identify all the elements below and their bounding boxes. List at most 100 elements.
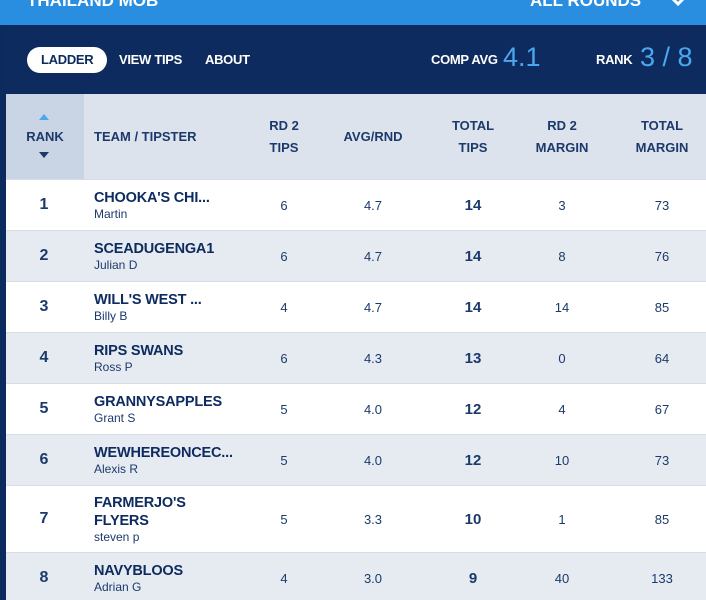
table-body: 1 CHOOKA'S CHI... Martin 6 4.7 14 3 73 2 SCEADUGE…: [6, 179, 706, 600]
rd-tips: 6: [280, 197, 288, 213]
total-tips: 10: [464, 510, 482, 528]
rank: 7: [39, 510, 49, 527]
rd-margin: 3: [558, 197, 566, 213]
rd-tips: 6: [280, 350, 288, 366]
column-header: TOTAL MARGIN: [632, 94, 692, 179]
top-bar: THAILAND MOB ALL ROUNDS: [0, 0, 706, 25]
team-cell: FARMERJO'S FLYERS steven p: [94, 486, 236, 552]
team-name: NAVYBLOOS: [94, 563, 183, 579]
rank-sort[interactable]: [6, 94, 84, 179]
tipster-name: Martin: [94, 207, 128, 221]
rank: 6: [39, 451, 49, 468]
ladder-row[interactable]: 5 GRANNYSAPPLES Grant S 5 4.0 12 4 67: [6, 383, 706, 434]
total-tips: 12: [464, 451, 482, 469]
team-name: CHOOKA'S CHI...: [94, 190, 210, 206]
team-cell: CHOOKA'S CHI... Martin: [94, 181, 236, 229]
avg: 3.3: [363, 511, 383, 527]
ladder-row[interactable]: 7 FARMERJO'S FLYERS steven p 5 3.3 10 1 85: [6, 485, 706, 552]
tipster-name: Alexis R: [94, 462, 139, 476]
total-margin: 85: [654, 299, 670, 315]
total-tips: 14: [464, 247, 482, 265]
tipster-name: Grant S: [94, 411, 136, 425]
tipster-name: Adrian G: [94, 580, 142, 594]
total-margin: 76: [654, 248, 670, 264]
ladder-row[interactable]: 6 WEWHEREONCEC... Alexis R 5 4.0 12 10 73: [6, 434, 706, 485]
tab-ladder[interactable]: LADDER: [27, 47, 108, 73]
team-cell: WEWHEREONCEC... Alexis R: [94, 436, 236, 484]
comp-avg-value: 4.1: [503, 42, 541, 72]
ladder-row[interactable]: 3 WILL'S WEST ... Billy B 4 4.7 14 14 85: [6, 281, 706, 332]
total-tips: 14: [464, 298, 482, 316]
comp-title: THAILAND MOB: [27, 0, 159, 10]
tipster-name: Julian D: [94, 258, 138, 272]
team-name: FARMERJO'S FLYERS: [94, 495, 186, 529]
rank: 3: [39, 298, 49, 315]
tab-view-tips[interactable]: VIEW TIPS: [119, 52, 183, 67]
avg: 4.7: [363, 299, 383, 315]
total-margin: 73: [654, 452, 670, 468]
rd-margin: 14: [554, 299, 570, 315]
team-cell: RIPS SWANS Ross P: [94, 334, 236, 382]
rd-tips: 4: [280, 570, 288, 586]
team-name: GRANNYSAPPLES: [94, 394, 222, 410]
total-margin: 133: [651, 570, 673, 586]
team-cell: WILL'S WEST ... Billy B: [94, 283, 236, 331]
total-tips: 13: [464, 349, 482, 367]
column-header-text: AVG/RND: [343, 128, 403, 144]
avg: 4.3: [363, 350, 383, 366]
rank: 1: [39, 196, 49, 213]
column-header: TEAM / TIPSTER: [94, 94, 244, 179]
tab-about[interactable]: ABOUT: [205, 52, 250, 67]
round-select[interactable]: ALL ROUNDS: [530, 0, 642, 10]
total-tips: 12: [464, 400, 482, 418]
avg: 4.0: [363, 401, 383, 417]
column-header: RD 2 TIPS: [254, 94, 314, 179]
column-header-text: TOTAL MARGIN: [635, 117, 689, 155]
rank: 8: [39, 569, 49, 586]
nav-bar: LADDER VIEW TIPS ABOUT COMP AVG 4.1 RANK…: [6, 25, 706, 94]
rank: 2: [39, 247, 49, 264]
rank-label: RANK: [596, 52, 633, 67]
rd-tips: 5: [280, 452, 288, 468]
sort-up: [39, 114, 49, 120]
sort-down: [39, 152, 49, 158]
rd-margin: 40: [554, 570, 570, 586]
rank-value: 3 / 8: [640, 42, 693, 72]
total-margin: 67: [654, 401, 670, 417]
column-header-text: TOTAL TIPS: [451, 117, 495, 155]
rd-margin: 8: [558, 248, 566, 264]
rd-tips: 5: [280, 511, 288, 527]
column-header-text: TEAM / TIPSTER: [94, 128, 197, 144]
avg: 3.0: [363, 570, 383, 586]
rd-margin: 0: [558, 350, 566, 366]
rd-margin: 10: [554, 452, 570, 468]
column-header: TOTAL TIPS: [443, 94, 503, 179]
ladder-row[interactable]: 8 NAVYBLOOS Adrian G 4 3.0 9 40 133: [6, 552, 706, 600]
rd-tips: 6: [280, 248, 288, 264]
chevron[interactable]: [670, 0, 686, 8]
team-name: SCEADUGENGA1: [94, 241, 215, 257]
total-margin: 73: [654, 197, 670, 213]
ladder-table: RANK TEAM / TIPSTER RD 2 TIPS AVG/RND TOTAL …: [6, 94, 706, 600]
total-tips: 9: [468, 569, 478, 587]
avg: 4.7: [363, 248, 383, 264]
rd-tips: 5: [280, 401, 288, 417]
table-header: RANK TEAM / TIPSTER RD 2 TIPS AVG/RND TOTAL …: [6, 94, 706, 179]
rank: 4: [39, 349, 49, 366]
rank: 5: [39, 400, 49, 417]
team-name: WILL'S WEST ...: [94, 292, 202, 308]
team-name: RIPS SWANS: [94, 343, 184, 359]
ladder-row[interactable]: 1 CHOOKA'S CHI... Martin 6 4.7 14 3 73: [6, 179, 706, 230]
rd-margin: 1: [558, 511, 566, 527]
total-margin: 85: [654, 511, 670, 527]
ladder-row[interactable]: 4 RIPS SWANS Ross P 6 4.3 13 0 64: [6, 332, 706, 383]
tipster-name: steven p: [94, 530, 140, 544]
column-header: RANK: [6, 94, 84, 179]
column-header-text: RD 2 TIPS: [269, 117, 299, 155]
total-tips: 14: [464, 196, 482, 214]
column-header: AVG/RND: [336, 94, 410, 179]
ladder-row[interactable]: 2 SCEADUGENGA1 Julian D 6 4.7 14 8 76: [6, 230, 706, 281]
tipster-name: Ross P: [94, 360, 133, 374]
rd-tips: 4: [280, 299, 288, 315]
